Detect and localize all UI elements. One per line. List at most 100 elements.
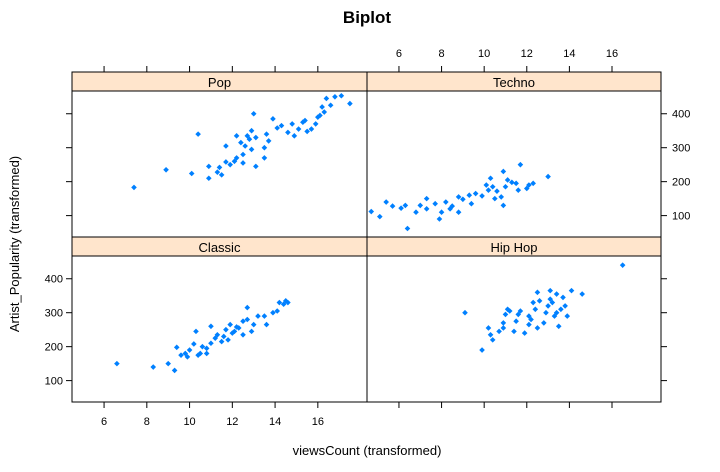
data-point xyxy=(270,116,276,122)
data-point xyxy=(265,138,272,144)
data-point xyxy=(227,321,233,328)
y-tick-label: 100 xyxy=(45,376,63,388)
data-point xyxy=(536,298,543,304)
data-point xyxy=(523,185,530,192)
data-point xyxy=(530,299,536,306)
data-point xyxy=(186,347,193,353)
x-tick-label: 12 xyxy=(521,48,533,60)
chart-title: Biplot xyxy=(343,8,391,27)
x-tick-label: 14 xyxy=(563,48,575,60)
data-point xyxy=(278,122,285,129)
data-point xyxy=(498,194,505,200)
data-point xyxy=(308,126,315,132)
data-point xyxy=(214,169,221,175)
data-point xyxy=(468,200,475,207)
data-point xyxy=(513,318,519,324)
y-tick-label: 300 xyxy=(45,308,63,320)
x-axis-label: viewsCount (transformed) xyxy=(293,443,442,458)
data-point xyxy=(220,333,227,340)
strip-label-pop: Pop xyxy=(208,75,231,90)
data-point xyxy=(216,164,223,171)
data-point xyxy=(255,313,261,319)
x-tick-label: 16 xyxy=(312,416,324,428)
data-point xyxy=(483,182,490,188)
data-point xyxy=(515,311,522,318)
data-point xyxy=(404,225,411,232)
data-point xyxy=(263,321,270,328)
data-point xyxy=(423,195,430,202)
data-point xyxy=(413,209,419,216)
data-point xyxy=(244,316,251,323)
data-point xyxy=(532,306,539,313)
data-point xyxy=(295,126,302,132)
data-point xyxy=(509,179,515,186)
data-point xyxy=(513,180,519,187)
data-point xyxy=(479,193,485,199)
data-point xyxy=(212,335,219,341)
data-point xyxy=(150,364,157,370)
data-point xyxy=(280,301,287,308)
data-point xyxy=(291,133,298,139)
data-point xyxy=(515,187,522,193)
data-point xyxy=(502,311,509,318)
y-tick-label: 100 xyxy=(672,211,690,223)
data-point xyxy=(289,121,295,127)
data-point xyxy=(487,175,494,182)
y-tick-label: 400 xyxy=(45,274,63,286)
data-point xyxy=(472,190,479,197)
data-point xyxy=(504,177,511,183)
data-point xyxy=(521,330,528,336)
y-tick-label: 200 xyxy=(672,177,690,189)
panel-hip-hop: Hip Hop xyxy=(366,236,662,403)
data-point xyxy=(261,144,268,151)
data-point xyxy=(171,367,178,374)
data-point xyxy=(526,182,532,188)
data-point xyxy=(197,350,204,357)
data-point xyxy=(250,321,257,328)
data-point xyxy=(191,341,197,347)
strip-label-classic: Classic xyxy=(199,240,241,255)
data-point xyxy=(225,337,231,343)
data-point xyxy=(270,309,276,316)
data-point xyxy=(517,161,524,168)
data-point xyxy=(347,100,353,107)
data-point xyxy=(489,183,496,190)
data-point xyxy=(528,316,534,323)
data-point xyxy=(487,331,494,338)
panel-techno: Techno xyxy=(366,71,662,238)
data-point xyxy=(173,344,180,351)
data-point xyxy=(526,321,532,328)
y-tick-label: 300 xyxy=(672,143,690,155)
data-point xyxy=(304,128,310,135)
data-point xyxy=(321,109,328,115)
data-point xyxy=(560,294,566,301)
data-point xyxy=(500,320,507,326)
panel-grid: Pop Techno Classic Hip Hop 6 6 8 8 10 10 12 12 14 14 1… xyxy=(45,48,691,428)
panel-pop: Pop xyxy=(71,71,368,238)
data-point xyxy=(240,318,246,324)
data-point xyxy=(564,313,571,319)
data-point xyxy=(485,187,492,193)
data-point xyxy=(455,194,462,200)
data-point xyxy=(389,203,396,209)
data-point xyxy=(233,133,240,139)
data-point xyxy=(244,304,251,311)
data-point xyxy=(547,287,554,294)
data-point xyxy=(250,110,257,117)
data-point xyxy=(233,155,240,161)
data-point xyxy=(208,323,214,330)
data-point xyxy=(579,291,585,297)
data-point xyxy=(163,166,169,173)
data-point xyxy=(248,127,255,134)
data-point xyxy=(502,183,509,190)
data-point xyxy=(479,347,485,353)
x-tick-label: 16 xyxy=(606,48,618,60)
x-tick-label: 8 xyxy=(439,48,445,60)
data-point xyxy=(423,206,430,212)
data-point xyxy=(530,180,536,187)
data-point xyxy=(235,325,242,331)
data-point xyxy=(485,325,492,331)
data-point xyxy=(218,338,225,345)
x-tick-label: 10 xyxy=(183,416,195,428)
data-point xyxy=(417,202,424,209)
